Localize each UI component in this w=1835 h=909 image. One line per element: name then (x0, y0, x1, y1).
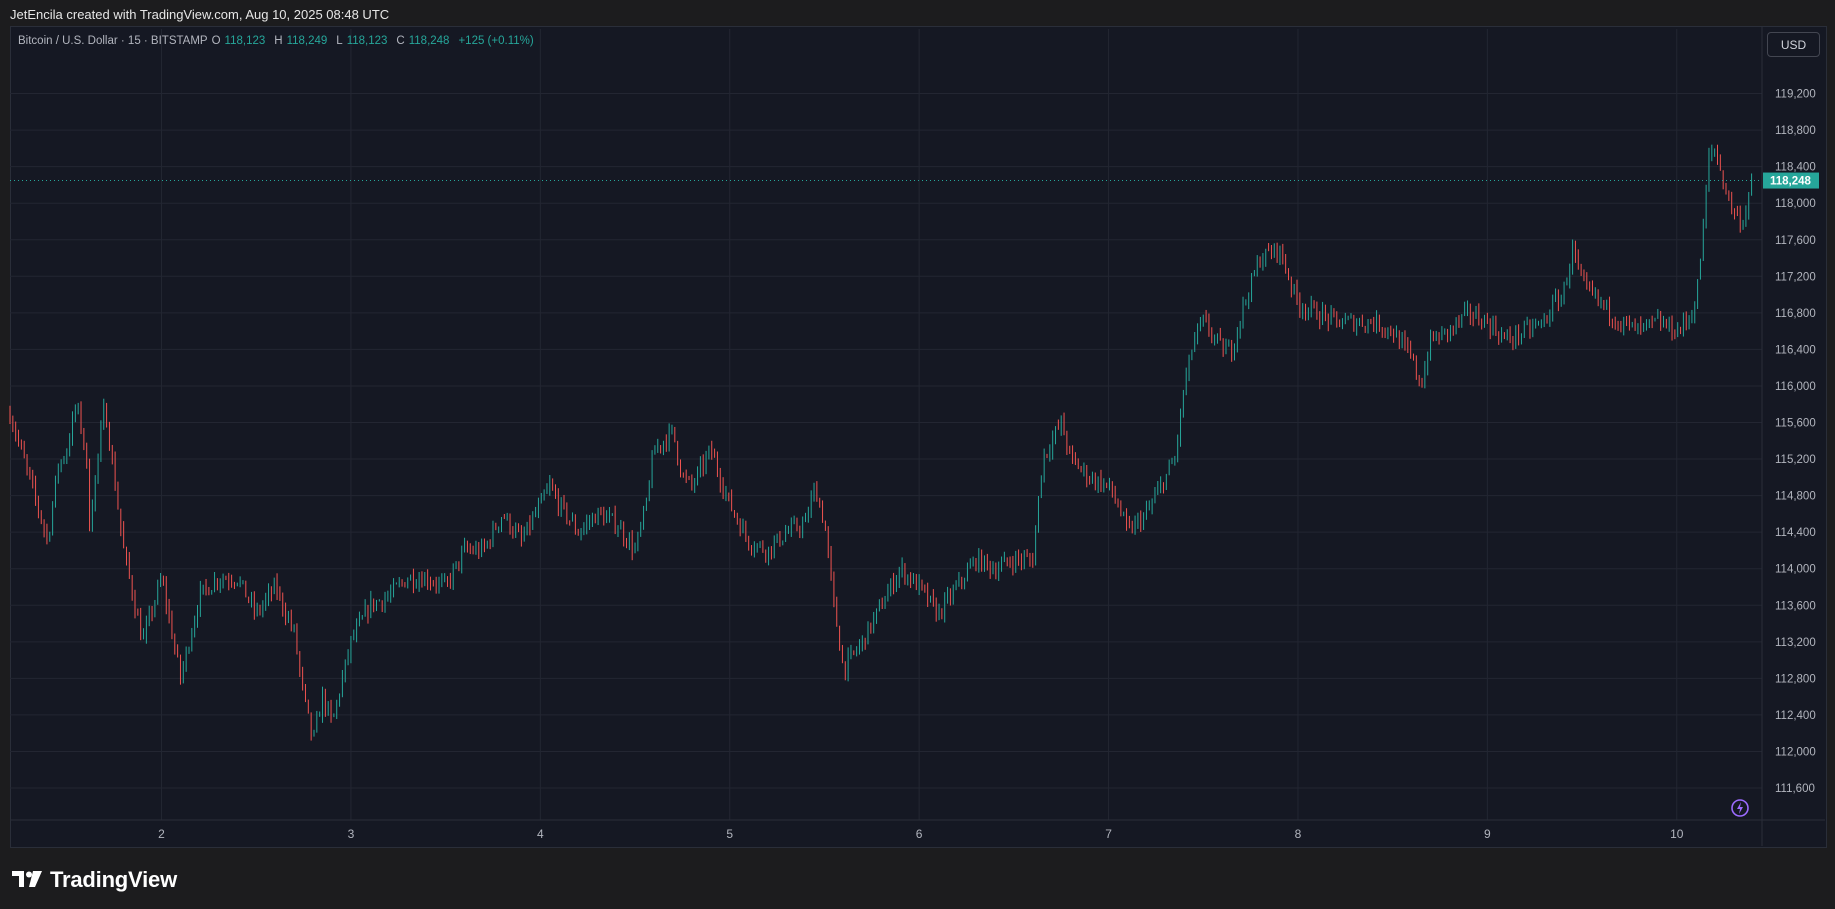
x-tick-label: 6 (916, 827, 923, 841)
grid (10, 27, 1825, 846)
y-tick-label: 112,000 (1775, 746, 1816, 758)
x-tick-label: 9 (1484, 827, 1491, 841)
tradingview-logo-text: TradingView (50, 867, 177, 892)
high-label: H (274, 35, 283, 47)
y-tick-label: 117,200 (1775, 271, 1816, 283)
y-tick-label: 118,800 (1775, 125, 1816, 137)
y-tick-label: 118,400 (1775, 162, 1816, 174)
x-tick-label: 7 (1105, 827, 1112, 841)
x-tick-label: 4 (537, 827, 544, 841)
attribution-text: JetEncila created with TradingView.com, … (10, 6, 390, 22)
y-tick-label: 114,400 (1775, 527, 1816, 539)
y-tick-label: 115,600 (1775, 418, 1816, 430)
x-tick-label: 2 (158, 827, 165, 841)
y-tick-label: 114,800 (1775, 491, 1816, 503)
y-tick-label: 112,400 (1775, 710, 1816, 722)
open-value: 118,123 (224, 35, 266, 47)
attribution-bar: JetEncila created with TradingView.com, … (0, 0, 1835, 28)
candles (9, 144, 1753, 741)
current-price-label: 118,248 (1770, 176, 1812, 188)
symbol-name[interactable]: Bitcoin / U.S. Dollar · 15 · BITSTAMP (18, 35, 208, 47)
y-tick-label: 114,000 (1775, 564, 1816, 576)
y-tick-label: 116,800 (1775, 308, 1816, 320)
y-tick-label: 111,600 (1775, 783, 1815, 795)
low-label: L (336, 35, 343, 47)
y-tick-label: 113,200 (1775, 637, 1816, 649)
y-tick-label: 118,000 (1775, 198, 1816, 210)
change-value: +125 (+0.11%) (458, 35, 534, 47)
y-tick-label: 115,200 (1775, 454, 1816, 466)
current-price-badge (1763, 172, 1819, 189)
tradingview-logo-icon (12, 871, 42, 887)
y-tick-label: 119,200 (1775, 89, 1816, 101)
y-tick-label: 113,600 (1775, 600, 1816, 612)
y-tick-label: 112,800 (1775, 673, 1816, 685)
currency-button[interactable]: USD (1767, 32, 1820, 57)
close-value: 118,248 (408, 35, 450, 47)
y-tick-label: 116,400 (1775, 344, 1816, 356)
x-tick-label: 5 (726, 827, 733, 841)
x-tick-label: 3 (348, 827, 355, 841)
x-tick-label: 8 (1295, 827, 1302, 841)
high-value: 118,249 (286, 35, 328, 47)
y-tick-label: 116,000 (1775, 381, 1816, 393)
y-axis[interactable]: 111,600 112,000 112,400 112,800 113,200 113,6… (1775, 89, 1816, 795)
open-label: O (211, 35, 221, 47)
tradingview-brand[interactable]: TradingView (12, 866, 177, 894)
chart-frame[interactable] (10, 26, 1827, 848)
price-line: 118,248 (10, 172, 1819, 189)
close-label: C (396, 35, 405, 47)
x-axis[interactable]: 2 3 4 5 6 7 8 9 10 (158, 827, 1684, 841)
flash-icon[interactable] (1730, 798, 1750, 818)
x-tick-label: 10 (1670, 827, 1684, 841)
y-tick-label: 117,600 (1775, 235, 1816, 247)
low-value: 118,123 (346, 35, 388, 47)
